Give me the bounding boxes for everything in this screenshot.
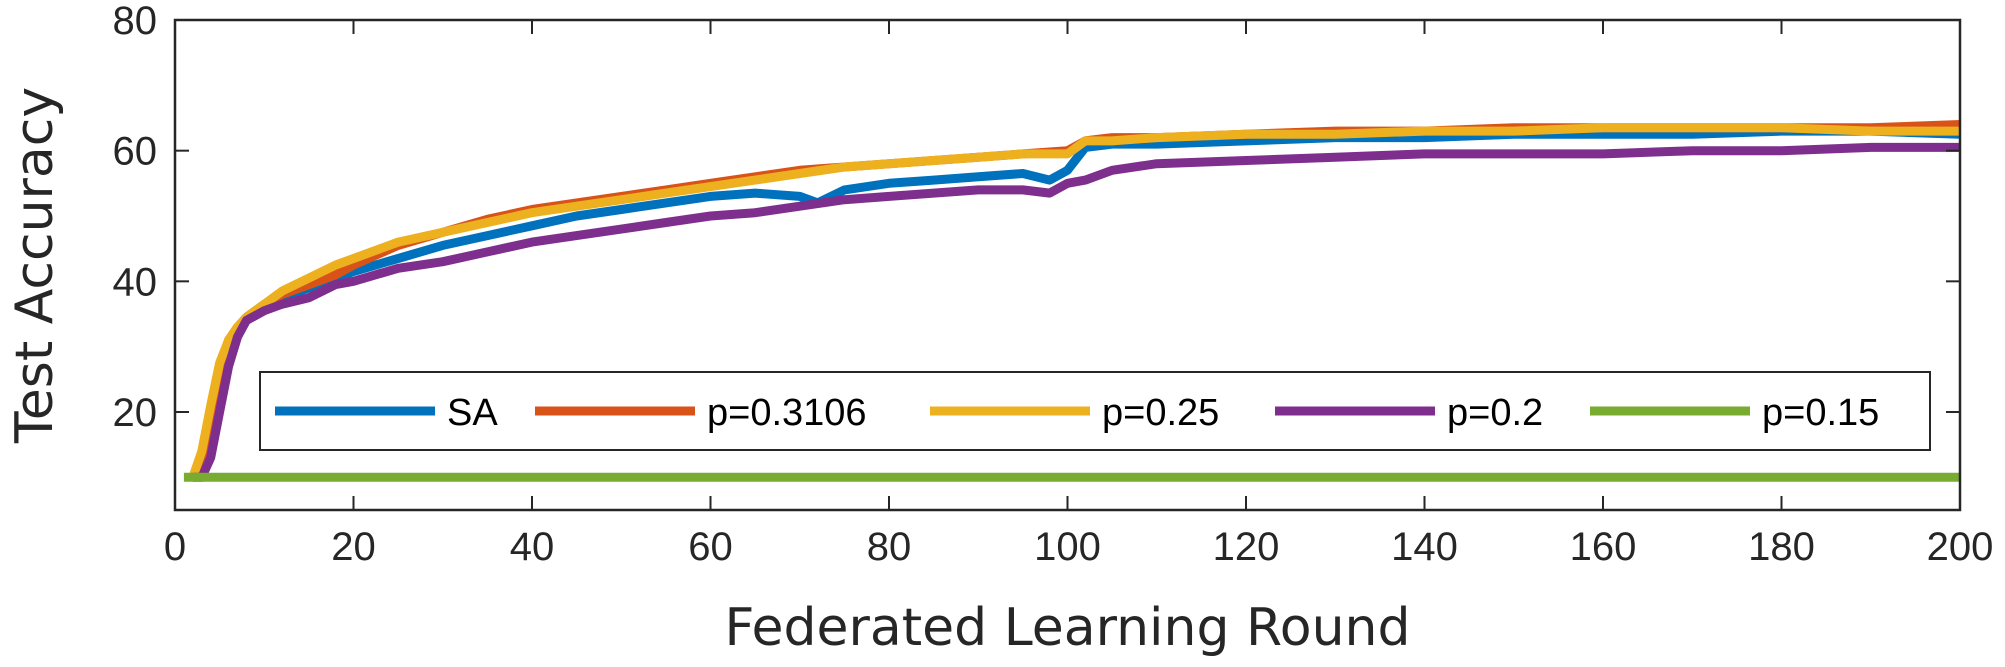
x-tick-label: 80	[867, 525, 912, 569]
x-tick-label: 160	[1570, 525, 1637, 569]
tick-layer: 0 20 40 60 80 100 120 140 160 180 200 20 40 60 80	[113, 0, 1994, 569]
x-tick-label: 40	[510, 525, 555, 569]
x-tick-label: 100	[1034, 525, 1101, 569]
legend-label-4: p=0.15	[1762, 392, 1879, 434]
x-axis-label: Federated Learning Round	[724, 598, 1410, 658]
legend-label-1: p=0.3106	[707, 392, 867, 434]
y-tick-label: 40	[113, 260, 158, 304]
x-tick-label: 200	[1927, 525, 1994, 569]
legend: SA p=0.3106 p=0.25 p=0.2 p=0.15	[259, 371, 1931, 451]
series-layer	[183, 120, 1961, 482]
x-tick-label: 20	[331, 525, 376, 569]
y-axis-label: Test Accuracy	[5, 87, 65, 444]
legend-label-0: SA	[447, 392, 498, 434]
series-line-3	[192, 142, 1960, 482]
x-tick-label: 120	[1213, 525, 1280, 569]
x-tick-label: 180	[1748, 525, 1815, 569]
y-tick-label: 60	[113, 130, 158, 174]
x-tick-label: 140	[1391, 525, 1458, 569]
x-tick-label: 60	[688, 525, 733, 569]
legend-label-2: p=0.25	[1102, 392, 1219, 434]
y-tick-label: 20	[113, 391, 158, 435]
x-tick-label: 0	[164, 525, 186, 569]
legend-label-3: p=0.2	[1447, 392, 1543, 434]
y-tick-label: 80	[113, 0, 158, 43]
